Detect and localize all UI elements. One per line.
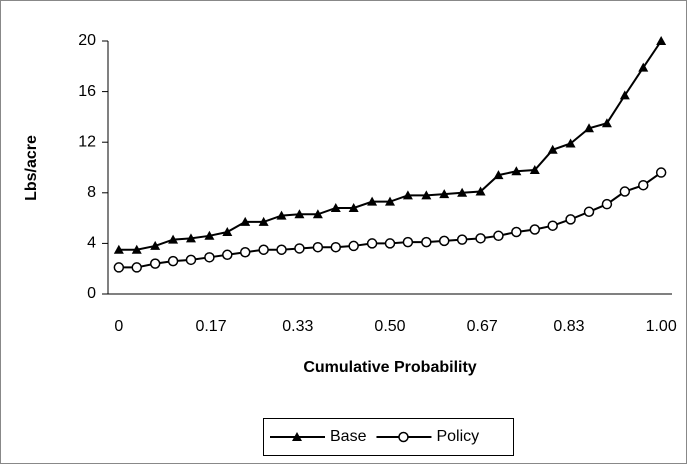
data-point: [168, 234, 179, 244]
data-point: [619, 90, 630, 100]
data-point: [619, 186, 631, 197]
x-tick-label: 0.33: [282, 318, 313, 335]
data-point: [258, 244, 269, 255]
data-point: [367, 196, 378, 206]
data-point: [547, 144, 558, 154]
data-point: [150, 240, 161, 250]
x-tick-label: 1.00: [646, 318, 677, 335]
data-point: [456, 234, 468, 245]
data-point: [131, 244, 142, 254]
legend-label: Base: [330, 428, 367, 445]
data-point: [330, 202, 341, 212]
data-point: [584, 123, 595, 133]
data-point: [439, 189, 450, 199]
data-point: [475, 233, 486, 244]
data-point: [294, 209, 305, 219]
data-point: [113, 262, 125, 273]
y-tick-label: 8: [87, 184, 96, 201]
data-point: [185, 233, 196, 243]
data-point: [638, 62, 649, 72]
y-tick-label: 4: [87, 235, 96, 252]
data-point: [384, 238, 396, 249]
data-point: [239, 247, 251, 258]
data-point: [294, 243, 305, 254]
data-point: [547, 220, 558, 231]
data-point: [601, 198, 613, 210]
data-point: [348, 240, 359, 252]
data-point: [421, 236, 432, 248]
y-tick-label: 16: [78, 83, 96, 100]
data-point: [330, 241, 342, 253]
data-point: [421, 190, 432, 200]
y-tick-label: 12: [78, 133, 96, 150]
x-tick-label: 0.67: [467, 318, 498, 335]
data-point: [348, 202, 359, 212]
y-tick-label: 20: [78, 32, 96, 49]
data-point: [529, 165, 540, 175]
data-point: [204, 230, 215, 240]
data-point: [113, 244, 124, 254]
data-point: [475, 186, 486, 196]
y-tick-label: 0: [87, 285, 96, 302]
data-point: [402, 190, 413, 200]
data-point: [601, 118, 612, 128]
legend-label: Policy: [436, 428, 479, 445]
data-point: [312, 209, 323, 219]
data-point: [185, 254, 197, 266]
data-point: [565, 138, 576, 148]
data-point: [511, 226, 522, 238]
data-point: [258, 216, 269, 226]
data-point: [167, 255, 179, 267]
x-tick-label: 0.50: [374, 318, 405, 335]
y-axis-label: Lbs/acre: [23, 135, 40, 201]
data-point: [457, 187, 468, 197]
x-axis-label: Cumulative Probability: [303, 359, 476, 376]
data-point: [655, 167, 667, 178]
data-point: [493, 170, 504, 180]
data-point: [366, 238, 378, 249]
legend-marker: [292, 432, 302, 441]
data-point: [204, 252, 215, 263]
data-point: [511, 166, 522, 176]
data-point: [385, 196, 395, 206]
data-point: [131, 262, 142, 273]
x-tick-label: 0.17: [195, 318, 226, 335]
data-point: [149, 258, 161, 269]
data-point: [438, 235, 450, 247]
data-point: [276, 244, 287, 255]
data-point: [565, 214, 576, 225]
data-point: [583, 206, 595, 218]
data-point: [638, 179, 649, 191]
data-point: [402, 236, 414, 248]
data-point: [240, 216, 251, 226]
data-point: [312, 241, 324, 253]
data-point: [276, 210, 287, 220]
data-point: [222, 227, 233, 237]
data-point: [656, 36, 667, 45]
legend-marker: [398, 431, 409, 443]
data-point: [493, 230, 504, 242]
x-tick-label: 0.83: [553, 318, 584, 335]
x-tick-label: 0: [114, 318, 123, 335]
data-point: [529, 224, 541, 235]
data-point: [222, 249, 233, 261]
